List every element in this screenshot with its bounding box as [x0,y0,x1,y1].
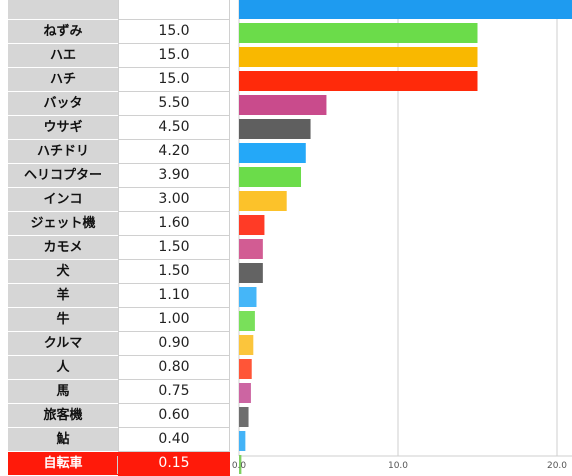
chart-bars [239,0,572,474]
row-value: 15.0 [118,44,230,68]
bar-4 [239,95,327,115]
row-label: ハチ [8,68,118,92]
table-row: ヘリコプター 3.90 [8,164,230,188]
bar-10 [239,239,263,259]
row-label: 人 [8,356,118,380]
row-label: 犬 [8,260,118,284]
bar-19 [239,455,242,474]
row-label: ヘリコプター [8,164,118,188]
table-row: バッタ 5.50 [8,92,230,116]
table-row: 鮎 0.40 [8,428,230,452]
bar-14 [239,335,254,355]
bar-1 [239,23,478,43]
row-value: 1.50 [118,236,230,260]
row-value: 3.90 [118,164,230,188]
bar-11 [239,263,263,283]
row-label: 羊 [8,284,118,308]
bar-9 [239,215,265,235]
bar-top [239,0,572,19]
chart-grid [238,0,572,457]
bar-17 [239,407,249,427]
table-row: 馬 0.75 [8,380,230,404]
row-value [118,0,230,20]
row-label: 旅客機 [8,404,118,428]
row-value: 15.0 [118,20,230,44]
row-value: 1.10 [118,284,230,308]
bar-2 [239,47,478,67]
table-row: 犬 1.50 [8,260,230,284]
bar-18 [239,431,246,451]
row-label: 牛 [8,308,118,332]
row-label: ねずみ [8,20,118,44]
row-label: カモメ [8,236,118,260]
row-value: 0.40 [118,428,230,452]
row-label: クルマ [8,332,118,356]
row-value: 1.50 [118,260,230,284]
row-value: 0.80 [118,356,230,380]
row-value: 0.75 [118,380,230,404]
bar-8 [239,191,287,211]
row-label: 鮎 [8,428,118,452]
bar-13 [239,311,255,331]
row-label: 馬 [8,380,118,404]
row-label: ウサギ [8,116,118,140]
table-row: ウサギ 4.50 [8,116,230,140]
table-row: ハエ 15.0 [8,44,230,68]
table-row: ジェット機 1.60 [8,212,230,236]
table-row: ハチ 15.0 [8,68,230,92]
row-value: 0.60 [118,404,230,428]
table-row: インコ 3.00 [8,188,230,212]
row-value: 4.50 [118,116,230,140]
row-value: 1.00 [118,308,230,332]
table-row: カモメ 1.50 [8,236,230,260]
row-value: 1.60 [118,212,230,236]
table-row: ハチドリ 4.20 [8,140,230,164]
table-row: ねずみ 15.0 [8,20,230,44]
row-label: ハエ [8,44,118,68]
table-divider [117,456,118,474]
x-tick-label: 10.0 [388,461,408,471]
x-tick-label: 20.0 [547,461,567,471]
bar-7 [239,167,302,187]
row-label: ハチドリ [8,140,118,164]
x-tick-label: 0.0 [232,461,247,471]
chart-ticks: 0.0 10.0 20.0 [232,461,567,471]
bar-16 [239,383,251,403]
table-row: クルマ 0.90 [8,332,230,356]
row-label: ジェット機 [8,212,118,236]
bar-6 [239,143,306,163]
bar-3 [239,71,478,91]
row-label: バッタ [8,92,118,116]
row-label: 自転車 [8,452,118,476]
bar-15 [239,359,252,379]
table-row: 旅客機 0.60 [8,404,230,428]
table-row: 羊 1.10 [8,284,230,308]
row-label [8,0,118,20]
row-value: 4.20 [118,140,230,164]
table-row: 牛 1.00 [8,308,230,332]
bar-5 [239,119,311,139]
table-row: 人 0.80 [8,356,230,380]
row-label: インコ [8,188,118,212]
bar-12 [239,287,257,307]
table-row [8,0,230,20]
row-value: 0.90 [118,332,230,356]
row-value: 3.00 [118,188,230,212]
row-value: 15.0 [118,68,230,92]
row-value: 5.50 [118,92,230,116]
